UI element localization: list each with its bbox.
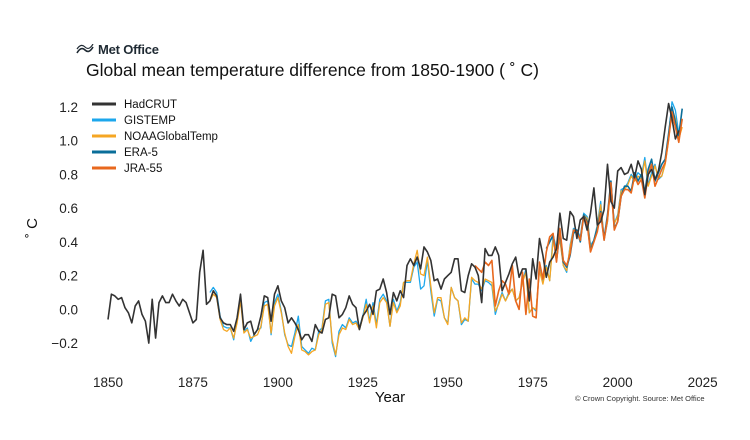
series-line-gistemp: [209, 101, 683, 358]
x-tick-label: 1950: [433, 375, 463, 390]
x-tick-label: 1975: [518, 375, 548, 390]
x-tick-label: 1900: [263, 375, 293, 390]
x-tick-label: 1850: [93, 375, 123, 390]
x-tick-label: 1925: [348, 375, 378, 390]
y-axis-title: ˚ C: [24, 218, 41, 238]
series-line-jra-55: [474, 111, 683, 319]
y-tick-label: 0.2: [59, 269, 78, 284]
series-line-hadcrut: [107, 102, 680, 344]
y-tick-label: 0.8: [59, 167, 78, 182]
x-tick-label: 2000: [603, 375, 633, 390]
y-tick-label: 1.2: [59, 100, 78, 115]
y-tick-label: 0.0: [59, 302, 78, 317]
series-line-era-5: [545, 106, 683, 269]
legend-label-noaaglobaltemp: NOAAGlobalTemp: [124, 131, 218, 143]
met-office-logo-text: Met Office: [98, 42, 159, 57]
x-axis-title: Year: [375, 389, 405, 406]
y-tick-label: −0.2: [51, 336, 78, 351]
x-tick-label: 1875: [178, 375, 208, 390]
y-tick-label: 0.4: [59, 235, 78, 250]
legend-label-era-5: ERA-5: [124, 147, 158, 159]
met-office-brand: Met Office: [76, 42, 159, 57]
met-office-swoosh-icon: [76, 43, 94, 53]
source-credit: © Crown Copyright. Source: Met Office: [575, 394, 705, 403]
series-line-noaaglobaltemp: [209, 107, 683, 356]
legend-label-jra-55: JRA-55: [124, 163, 162, 175]
y-tick-label: 0.6: [59, 201, 78, 216]
y-tick-label: 1.0: [59, 134, 78, 149]
x-tick-label: 2025: [688, 375, 718, 390]
legend-label-gistemp: GISTEMP: [124, 115, 176, 127]
legend-label-hadcrut: HadCRUT: [124, 99, 177, 111]
chart-title: Global mean temperature difference from …: [86, 60, 539, 80]
